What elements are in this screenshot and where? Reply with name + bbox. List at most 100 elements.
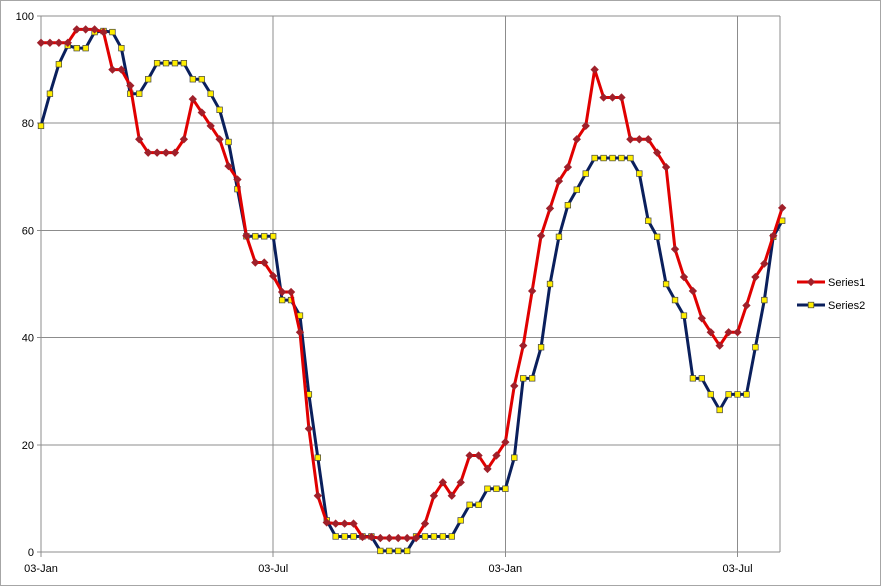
- series-2-point: [386, 547, 393, 555]
- series-2-point: [511, 454, 518, 461]
- series-2-point: [171, 60, 179, 67]
- series-2-point: [225, 138, 232, 146]
- series-1-point: [697, 314, 706, 323]
- series-1-point: [483, 464, 492, 474]
- series-1-point: [72, 25, 81, 34]
- series-1-point: [99, 27, 108, 37]
- series-1-point: [179, 135, 189, 144]
- series-1-point: [340, 519, 349, 528]
- series-1-point: [304, 424, 314, 433]
- series-1-point: [45, 38, 55, 47]
- series-1-point: [81, 25, 90, 34]
- series-2-point: [618, 154, 625, 162]
- series-2-point: [555, 233, 563, 240]
- series-2-point: [537, 344, 545, 351]
- series-1-point: [402, 533, 412, 543]
- legend: Series1 Series2: [797, 277, 865, 312]
- axes: 0 20 40 60 80 100 03-Jan 03-Jul 03-Jan 03-Jul: [16, 11, 780, 575]
- y-tick-label: 100: [16, 11, 34, 23]
- series-2-point: [439, 533, 446, 540]
- series-1-point: [233, 175, 242, 184]
- series-2-point: [314, 454, 321, 461]
- series-2-point: [609, 154, 616, 162]
- series-2-point: [430, 533, 438, 540]
- series-1-point: [63, 38, 72, 47]
- series-2-point: [377, 547, 384, 555]
- series-2-point: [725, 391, 732, 398]
- gridlines: [41, 15, 781, 552]
- series-2-point: [403, 547, 411, 555]
- series-2-point: [564, 202, 572, 209]
- series-2-point: [546, 280, 554, 288]
- series-1-point: [572, 135, 581, 144]
- series-1-point: [170, 148, 180, 157]
- series-1-point: [635, 135, 644, 144]
- series-2-point: [55, 61, 63, 68]
- series-2-point: [716, 406, 723, 414]
- series-2-point: [261, 233, 268, 240]
- legend-marker-2: [807, 301, 815, 309]
- y-tick-label: 20: [22, 440, 34, 452]
- series-1-point: [135, 135, 144, 144]
- series-1-point: [760, 259, 769, 268]
- series-1-point: [90, 25, 99, 34]
- series-1-point: [626, 135, 635, 144]
- series-2-point: [671, 296, 679, 304]
- series-1-point: [670, 244, 680, 254]
- series-1-point: [590, 65, 599, 74]
- series-2-point: [252, 233, 259, 240]
- series-2-point: [662, 280, 670, 288]
- series-1-point: [224, 161, 233, 171]
- series-2-point: [350, 533, 357, 540]
- series-1-point: [733, 328, 742, 337]
- series-1-point: [394, 533, 403, 543]
- series-2-point: [37, 122, 45, 130]
- series-2-point: [207, 90, 214, 97]
- series-2-point: [216, 106, 223, 113]
- series-lines: [36, 25, 787, 555]
- series-1-point: [385, 533, 394, 543]
- series-2-point: [153, 60, 161, 67]
- series-2-point: [332, 533, 339, 540]
- series-1-point: [161, 148, 171, 157]
- series-2-point: [734, 391, 741, 398]
- series-2-point: [689, 375, 697, 382]
- series-1-point: [661, 162, 671, 172]
- series-2-point: [421, 533, 429, 540]
- series-1-line: [39, 27, 784, 540]
- series-1-point: [608, 93, 617, 102]
- series-1-point: [519, 341, 528, 350]
- series-1-point: [474, 451, 483, 460]
- series-1-point: [501, 437, 510, 447]
- x-tick-label: 03-Jan: [489, 563, 523, 575]
- series-2-point: [46, 90, 54, 97]
- series-1-point: [54, 38, 64, 47]
- series-1-point: [411, 533, 421, 543]
- series-2-point: [654, 233, 661, 240]
- series-1-point: [527, 286, 537, 296]
- y-tick-label: 40: [22, 333, 34, 345]
- series-1-point: [599, 93, 608, 102]
- series-1-point: [331, 519, 340, 528]
- series-2-point: [520, 375, 527, 382]
- series-1-point: [269, 271, 278, 281]
- series-1-point: [295, 328, 305, 337]
- series-2-point: [82, 45, 89, 52]
- series-2-point: [761, 296, 768, 304]
- series-2-point: [680, 312, 688, 319]
- legend-item-2: Series2: [797, 300, 865, 312]
- series-2-point: [484, 485, 491, 492]
- series-1-point: [322, 518, 331, 527]
- series-1-point: [778, 203, 787, 213]
- y-tick-label: 0: [28, 547, 34, 559]
- series-1-point: [215, 135, 224, 144]
- series-1-point: [536, 231, 546, 240]
- series-1-point: [715, 341, 724, 350]
- series-2-point: [180, 60, 188, 67]
- legend-label-2: Series2: [828, 300, 865, 312]
- series-2-point: [591, 154, 598, 162]
- series-1-point: [644, 135, 653, 144]
- series-2-point: [475, 501, 482, 508]
- series-2-point: [493, 485, 500, 492]
